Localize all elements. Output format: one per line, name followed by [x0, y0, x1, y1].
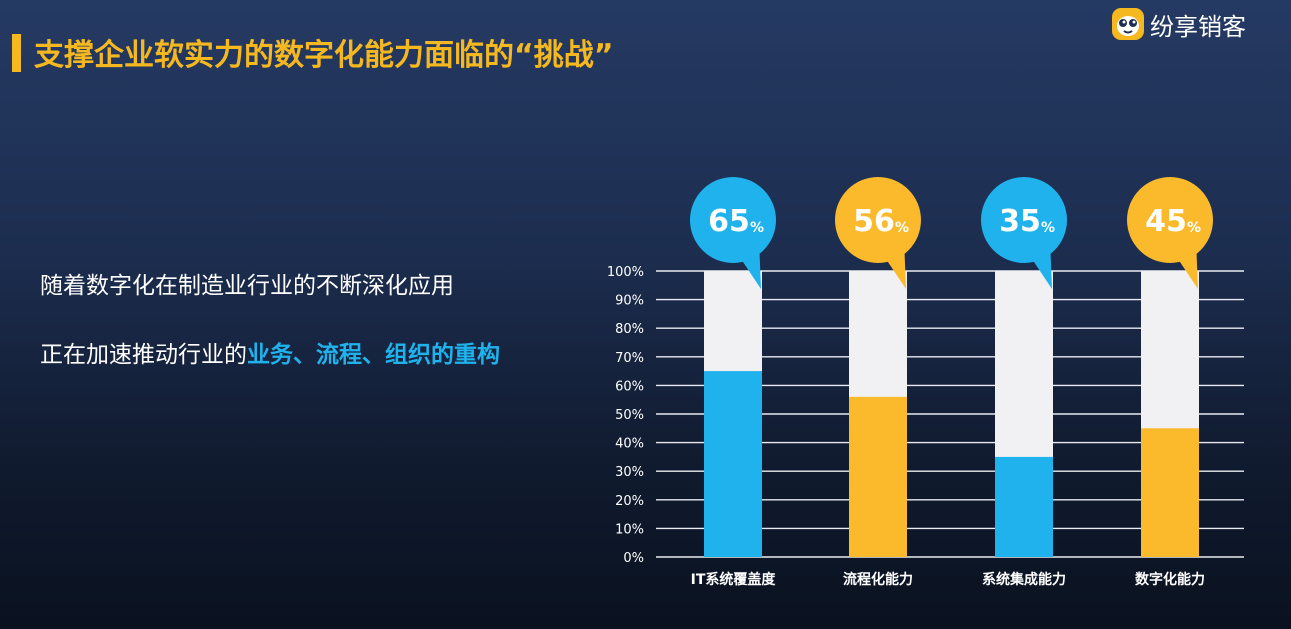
value-bubble: [690, 177, 776, 263]
intro-line-2-prefix: 正在加速推动行业的: [40, 342, 247, 368]
brand-logo: 纷享销客: [1112, 6, 1246, 42]
category-label: 数字化能力: [1135, 571, 1205, 588]
logo-text: 纷享销客: [1150, 12, 1246, 41]
value-bubble: [981, 177, 1067, 263]
intro-line-2-highlight: 业务、流程、组织的重构: [247, 342, 500, 368]
y-tick-label: 60%: [615, 379, 644, 394]
data-label: 65: [708, 204, 750, 239]
y-tick-label: 100%: [607, 265, 644, 280]
y-tick-label: 90%: [615, 294, 644, 309]
bar: [704, 371, 762, 557]
title-accent-bar: [12, 34, 21, 72]
page-title: 支撑企业软实力的数字化能力面临的“挑战”: [34, 38, 614, 73]
y-tick-label: 30%: [615, 465, 644, 480]
category-label: IT系统覆盖度: [691, 571, 777, 588]
data-label: 35: [999, 204, 1041, 239]
logo-icon: [1112, 8, 1144, 40]
bar: [995, 456, 1053, 557]
y-tick-label: 80%: [615, 322, 644, 337]
intro-line-1: 随着数字化在制造业行业的不断深化应用: [40, 273, 454, 299]
data-label-suffix: %: [895, 220, 909, 236]
category-label: 系统集成能力: [982, 571, 1066, 588]
y-tick-label: 10%: [615, 522, 644, 537]
category-label: 流程化能力: [843, 571, 913, 588]
y-tick-label: 50%: [615, 408, 644, 423]
data-label: 45: [1145, 204, 1187, 239]
bar: [849, 396, 907, 557]
bar: [1141, 428, 1199, 557]
y-tick-label: 40%: [615, 437, 644, 452]
y-tick-label: 70%: [615, 351, 644, 366]
data-label-suffix: %: [1041, 220, 1055, 236]
data-label-suffix: %: [750, 220, 764, 236]
data-label: 56: [853, 204, 895, 239]
intro-line-2: 正在加速推动行业的业务、流程、组织的重构: [40, 335, 500, 369]
value-bubble: [1127, 177, 1213, 263]
value-bubble: [835, 177, 921, 263]
y-tick-label: 20%: [615, 494, 644, 509]
y-tick-label: 0%: [623, 551, 644, 566]
data-label-suffix: %: [1187, 220, 1201, 236]
